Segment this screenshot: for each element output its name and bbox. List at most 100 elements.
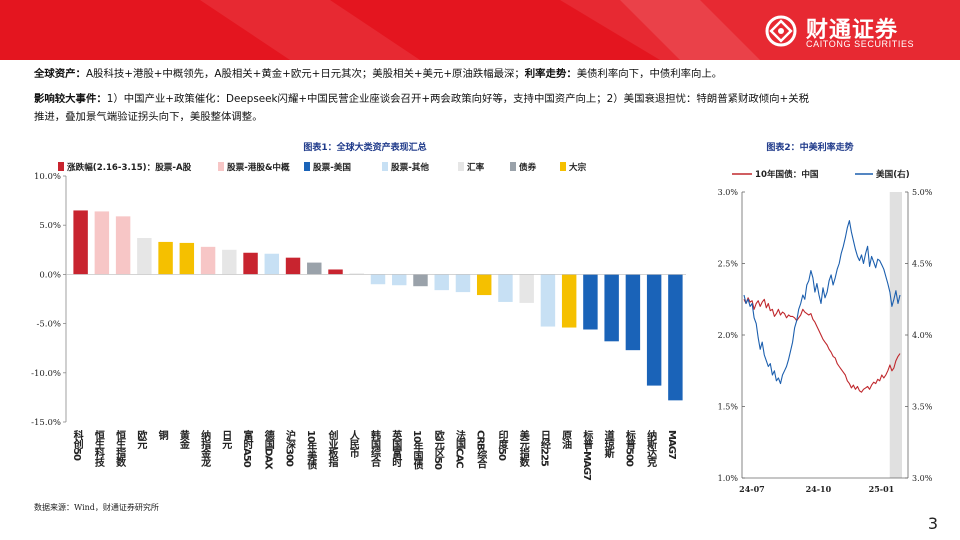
chart2-shaded-period (889, 192, 902, 478)
page-number: 3 (927, 514, 938, 533)
chart1-legend-label-4: 汇率 (467, 161, 485, 173)
chart2-right-tick-label: 4.5% (912, 260, 933, 269)
chart1-legend-swatch-5 (510, 162, 516, 171)
chart1-category-label-item: 黄金 (177, 429, 190, 449)
chart1-category-label-item: 恒生指数 (114, 429, 126, 468)
chart1-bar-500 (625, 274, 641, 351)
chart2-left-tick-label: 3.0% (718, 188, 739, 197)
chart1-category-label-item: 欧元 (135, 429, 147, 450)
chart1-bar-item (604, 274, 619, 342)
chart1-bar-item (646, 274, 662, 386)
chart1-bar-item (370, 274, 386, 285)
chart2-legend-label-china: 10年国债：中国 (755, 168, 819, 180)
summary-text-assets: A股科技+港股+中概领先，A股相关+黄金+欧元+日元其次；美股相关+美元+原油跌… (85, 68, 525, 80)
chart1-category-label-dax: 德国DAX (262, 429, 275, 470)
chart1-bar-item (200, 246, 216, 275)
chart1-legend-swatch-2 (304, 162, 310, 171)
chart1-legend-swatch-3 (382, 162, 388, 171)
chart1-category-label-item: 纳指金龙 (199, 429, 212, 468)
chart1-category-label-item: 英国富时 (390, 429, 403, 468)
chart1-category-label-item: 人民币 (347, 429, 359, 459)
brand-name: 财通证券 (806, 18, 899, 43)
chart1-y-tick-label: 0.0% (39, 270, 61, 280)
chart2-x-tick-label: 24-10 (806, 484, 832, 494)
chart1-bar-item (328, 269, 343, 275)
chart2-right-tick-label: 5.0% (912, 188, 933, 197)
chart1-title: 图表1：全球大类资产表现汇总 (303, 143, 427, 153)
summary-head-events: 影响较大事件： (34, 93, 107, 105)
chart1-legend-swatch-1 (218, 162, 224, 171)
chart1-bar-crb (476, 274, 492, 296)
chart1-category-label-a50: 富时A50 (241, 429, 253, 468)
chart1-category-label-225: 日经225 (538, 430, 550, 467)
chart1-bar-cac (455, 274, 471, 293)
chart1-legend-swatch-4 (458, 162, 464, 171)
chart2-right-tick-label: 4.0% (912, 331, 933, 340)
data-source-note: 数据来源：Wind，财通证券研究所 (34, 503, 159, 512)
brand-subtitle: CAITONG SECURITIES (806, 39, 915, 49)
chart1-category-label-500: 标普500 (623, 429, 636, 467)
chart1-bar-item (519, 274, 534, 303)
chart2-series-china-line (743, 297, 901, 393)
chart1-category-label-10: 10年美债 (305, 430, 317, 471)
chart1-bar-item (349, 273, 364, 275)
chart1-category-label-crb: CRB综合 (475, 430, 488, 469)
chart1-bar-item (137, 237, 152, 275)
chart2-left-tick-label: 1.5% (718, 403, 739, 412)
chart1-category-label-item: 创业板指 (326, 429, 339, 468)
chart1-category-label-item: 美元指数 (517, 429, 529, 468)
logo-mark-icon (765, 15, 797, 47)
chart1-y-tick-label: -5.0% (37, 320, 61, 330)
summary-line-3: 推进，叠加景气端验证拐头向下，美股整体调整。 (34, 107, 263, 127)
chart1-category-label-item: 日元 (220, 430, 232, 450)
chart1-category-label-item: 道琼斯 (602, 429, 614, 459)
chart1-y-tick-label: 5.0% (39, 221, 61, 231)
chart2-series-us-line (743, 220, 901, 385)
chart1-category-label-item: 恒生科技 (92, 429, 104, 468)
summary-line-2: 影响较大事件：1）中国产业+政策催化：Deepseek闪耀+中国民营企业座谈会召… (34, 89, 809, 109)
chart1-category-label-50: 科创50 (71, 429, 84, 461)
chart1-bar-a50 (243, 252, 258, 275)
summary-line-1: 全球资产：A股科技+港股+中概领先，A股相关+黄金+欧元+日元其次；美股相关+美… (34, 64, 722, 84)
summary-head-rates: 利率走势： (524, 68, 577, 80)
chart1-bar-item (561, 274, 577, 328)
chart1-legend-label-1: 股票-港股&中概 (227, 161, 290, 173)
summary-text-events-cont: 推进，叠加景气端验证拐头向下，美股整体调整。 (34, 111, 263, 123)
chart1-category-label-mag7: MAG7 (666, 430, 677, 460)
chart1-legend-label-5: 债券 (519, 161, 537, 173)
chart1-legend-label-6: 大宗 (569, 161, 587, 173)
chart1-category-label-50: 欧元区50 (432, 429, 444, 470)
chart2-right-tick-label: 3.0% (912, 474, 933, 483)
chart1-legend-label-3: 股票-其他 (391, 161, 429, 173)
chart2-left-tick-label: 2.0% (718, 331, 739, 340)
chart1-category-label-item: 原油 (560, 430, 572, 450)
chart1-bar-300 (285, 257, 301, 275)
chart1-bar-chart: 10.0% 5.0% 0.0% -5.0% -10.0% -15.0% 涨跌幅(2.16-3… (31, 161, 686, 481)
chart1-bar-50 (434, 274, 449, 291)
chart2-left-tick-label: 2.5% (718, 260, 739, 269)
chart2-x-tick-label: 24-07 (739, 484, 765, 494)
chart2-title: 图表2：中美利率走势 (766, 143, 854, 153)
brand-logo: 财通证券 CAITONG SECURITIES (764, 12, 934, 52)
chart1-category-label-item: 铜 (156, 429, 168, 441)
chart2-right-tick-label: 3.5% (912, 403, 933, 412)
chart1-bar-item (115, 216, 131, 275)
header-banner (0, 0, 960, 60)
chart1-bar-50 (73, 210, 88, 275)
chart1-category-label-cac: 法国CAC (453, 429, 465, 468)
chart1-bar-225 (540, 274, 556, 327)
chart1-bar-mag7 (583, 274, 598, 330)
chart1-category-label-10: 10年国债 (411, 430, 423, 471)
chart1-y-tick-label: 10.0% (34, 172, 61, 182)
chart1-y-tick-label: -15.0% (31, 418, 61, 428)
chart1-category-label-item: 纳斯达克 (645, 429, 657, 468)
chart1-category-label-item: 韩国综合 (369, 429, 382, 468)
chart1-bar-item (94, 211, 110, 275)
chart1-bar-item (179, 242, 195, 275)
chart1-bar-item (392, 274, 407, 286)
chart1-category-label-50: 印度50 (496, 430, 508, 461)
chart1-legend-swatch-0 (58, 162, 64, 171)
chart1-legend-label-0: 涨跌幅(2.16-3.15)：股票-A股 (67, 161, 192, 173)
chart1-bar-dax (264, 253, 280, 275)
chart1-category-label-mag7: 标普-MAG7 (581, 429, 594, 481)
